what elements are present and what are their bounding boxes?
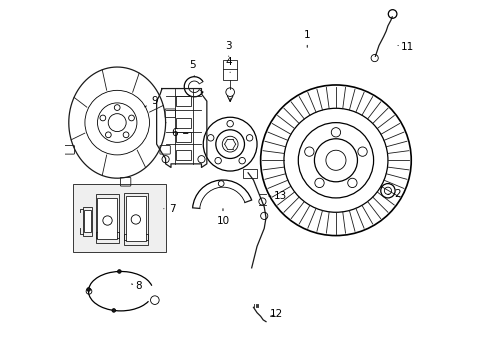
Bar <box>83 211 91 232</box>
Text: 8: 8 <box>131 281 142 291</box>
Circle shape <box>117 270 121 273</box>
Text: 6: 6 <box>171 129 187 138</box>
Circle shape <box>112 309 115 312</box>
Text: 13: 13 <box>268 191 286 201</box>
Bar <box>223 60 237 80</box>
Text: 9: 9 <box>144 96 158 107</box>
Bar <box>124 193 147 244</box>
Bar <box>73 184 166 252</box>
Circle shape <box>87 288 90 291</box>
Text: 3: 3 <box>225 41 232 56</box>
Bar <box>96 194 119 243</box>
Bar <box>242 169 257 178</box>
Bar <box>83 207 92 235</box>
Text: 4: 4 <box>225 57 232 72</box>
Bar <box>176 150 190 160</box>
Bar <box>97 198 117 239</box>
Bar <box>176 118 190 128</box>
Text: 12: 12 <box>269 310 283 319</box>
Bar <box>126 196 145 241</box>
Text: 7: 7 <box>163 204 176 214</box>
Text: 11: 11 <box>397 42 413 52</box>
Bar <box>176 132 190 142</box>
Text: 5: 5 <box>189 60 195 76</box>
Bar <box>176 96 190 107</box>
Text: 1: 1 <box>304 30 310 47</box>
Text: 2: 2 <box>387 189 401 199</box>
Text: 10: 10 <box>216 209 229 226</box>
